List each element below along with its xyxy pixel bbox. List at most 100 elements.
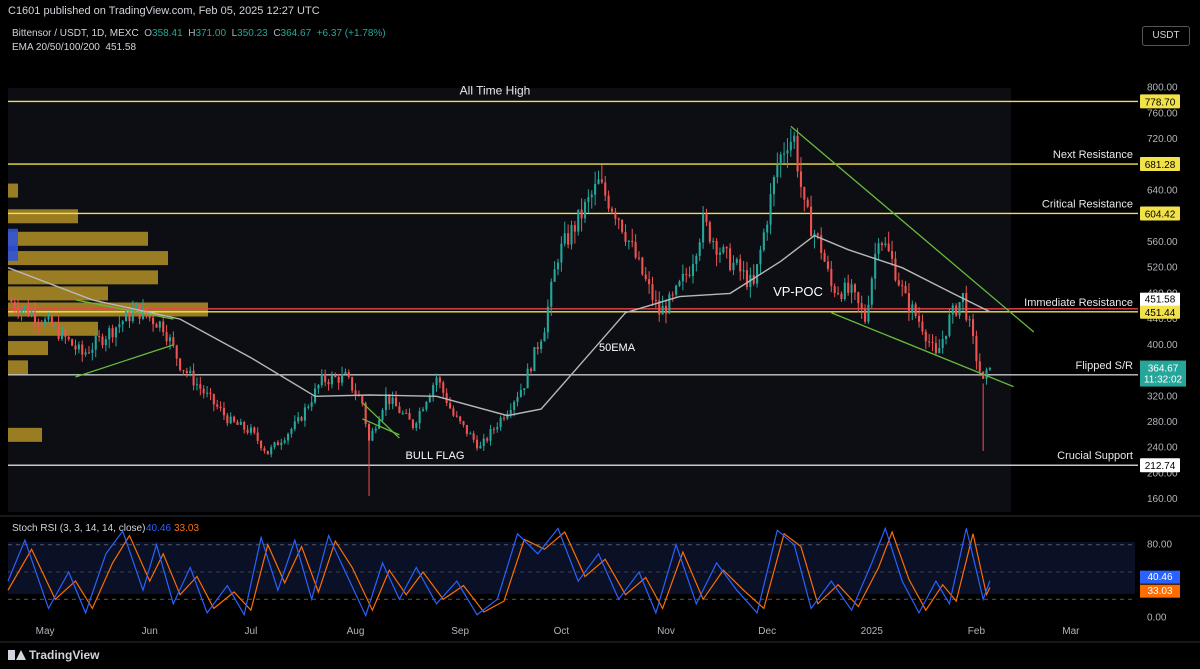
candle-body: [543, 332, 546, 342]
trendline: [790, 125, 1035, 333]
candle-body: [864, 309, 867, 322]
candle-body: [944, 335, 948, 340]
candle-body: [54, 325, 57, 327]
candle-body: [212, 394, 215, 405]
candle-body: [128, 311, 131, 322]
ema-price-tag-box: [1140, 292, 1180, 306]
candle-body: [891, 251, 894, 259]
candle-body: [516, 396, 519, 402]
stoch-k-tag-box: [1140, 570, 1180, 584]
ema-legend: EMA 20/50/100/200 451.58: [12, 42, 136, 53]
candle-body: [155, 324, 158, 328]
candle-body: [415, 423, 418, 428]
price-tick-label: 200.00: [1147, 468, 1178, 479]
currency-button[interactable]: USDT: [1142, 26, 1190, 46]
candle-body: [381, 410, 384, 420]
candle-body: [607, 195, 610, 209]
candle-body: [742, 270, 745, 272]
candle-body: [452, 408, 455, 416]
stoch-title: Stoch RSI (3, 3, 14, 14, close): [12, 523, 145, 534]
low-label: L: [231, 28, 238, 39]
candle-body: [192, 370, 195, 386]
candle-body: [870, 278, 873, 305]
annotation-50ema: 50EMA: [599, 342, 636, 354]
candle-body: [847, 282, 850, 293]
candle-body: [367, 424, 371, 441]
level-label: Crucial Support: [1057, 450, 1133, 462]
candle-body: [219, 406, 222, 409]
low-value: 350.23: [237, 28, 268, 39]
candle-body: [263, 448, 266, 451]
candle-body: [941, 339, 944, 348]
level-label: Flipped S/R: [1076, 360, 1134, 372]
candle-body: [236, 421, 239, 425]
candle-body: [918, 315, 921, 322]
candle-body: [850, 284, 853, 293]
candle-body: [934, 343, 937, 354]
stoch-d-tag-box: [1140, 584, 1180, 598]
candle-body: [361, 396, 364, 404]
candle-body: [671, 294, 674, 296]
candle-body: [482, 438, 485, 446]
candle-body: [857, 292, 860, 304]
candle-body: [509, 409, 512, 414]
price-tick-label: 240.00: [1147, 443, 1178, 454]
candle-body: [10, 299, 13, 302]
candle-body: [87, 352, 91, 354]
price-tag-label: 451.44: [1145, 308, 1176, 319]
candle-body: [17, 308, 20, 313]
candle-body: [337, 376, 340, 383]
candle-body: [307, 406, 310, 408]
candle-body: [330, 375, 333, 385]
candle-body: [759, 249, 762, 265]
candle-body: [438, 377, 441, 383]
candle-body: [806, 199, 809, 207]
candle-body: [678, 281, 681, 286]
candle-body: [314, 388, 317, 403]
candle-body: [637, 257, 641, 259]
candle-body: [94, 335, 97, 350]
ema50-line: [7, 234, 991, 417]
candle-body: [91, 349, 94, 353]
stoch-k-legend: 40.46: [146, 523, 171, 534]
open-value: 358.41: [152, 28, 183, 39]
candle-body: [84, 352, 87, 355]
candle-body: [560, 243, 563, 263]
candle-body: [702, 213, 705, 243]
candle-body: [499, 417, 502, 428]
candle-body: [81, 344, 84, 355]
candle-body: [519, 389, 522, 397]
candle-body: [600, 179, 603, 183]
candle-body: [550, 281, 553, 307]
candle-body: [820, 235, 823, 253]
candle-body: [489, 429, 492, 441]
candle-body: [317, 385, 320, 389]
candle-body: [526, 368, 529, 389]
candle-body: [486, 438, 489, 441]
open-label: O: [144, 28, 153, 39]
candle-body: [776, 164, 779, 178]
candle-body: [469, 433, 472, 435]
candle-body: [351, 377, 354, 391]
candle-body: [928, 341, 931, 343]
candle-body: [614, 211, 617, 219]
candle-body: [27, 306, 30, 316]
price-tick-label: 560.00: [1147, 237, 1178, 248]
candle-body: [199, 384, 202, 389]
price-tick-label: 160.00: [1147, 494, 1178, 505]
candle-body: [675, 285, 678, 295]
volume-profile-bar: [8, 321, 98, 336]
candle-body: [968, 319, 971, 321]
candle-body: [341, 374, 344, 383]
stoch-d-legend: 33.03: [174, 523, 199, 534]
candle-body: [901, 285, 904, 287]
candle-body: [47, 316, 50, 320]
price-tick-label: 520.00: [1147, 263, 1178, 274]
price-tag-box: [1140, 157, 1180, 172]
candle-body: [391, 397, 394, 404]
candle-body: [239, 421, 242, 425]
candle-body: [988, 367, 991, 370]
candle-body: [384, 394, 387, 411]
candle-body: [283, 440, 286, 443]
